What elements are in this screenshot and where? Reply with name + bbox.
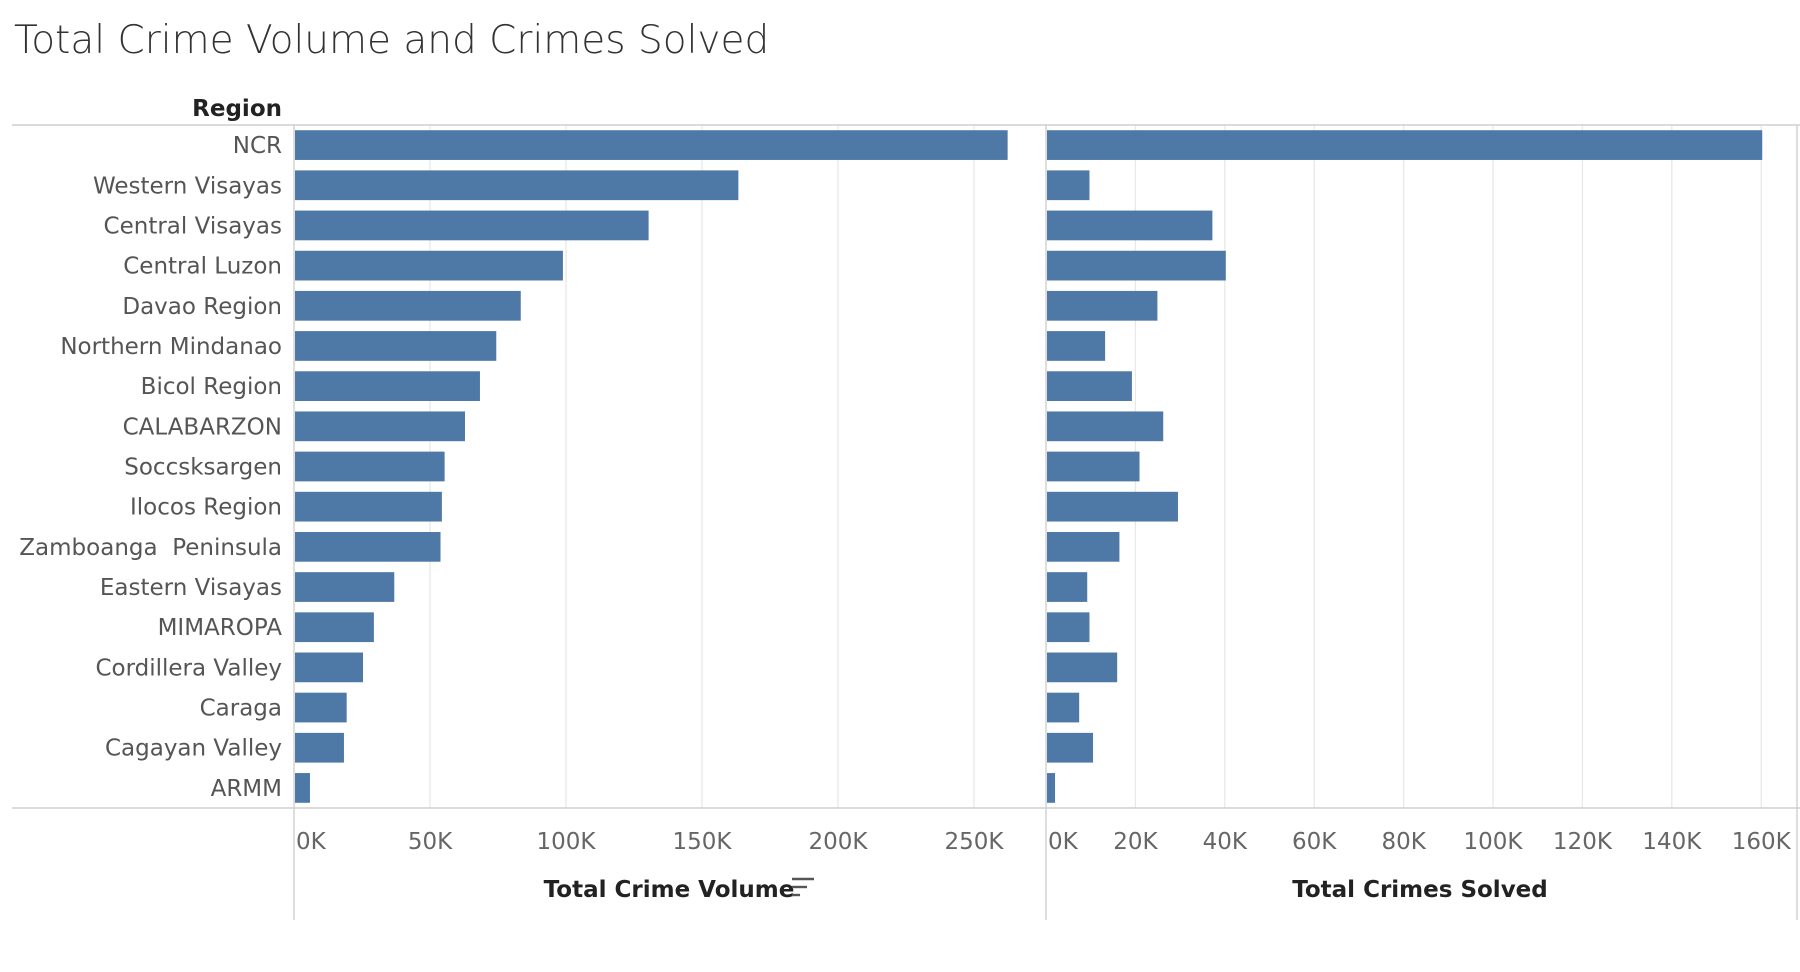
crime-volume-bar[interactable] [295, 773, 310, 803]
crimes-solved-bars [1047, 130, 1763, 803]
solved-tick-label: 40K [1203, 829, 1248, 855]
region-label: Eastern Visayas [100, 575, 282, 601]
crimes-solved-axis-title: Total Crimes Solved [1292, 877, 1548, 903]
region-label: Ilocos Region [130, 495, 282, 521]
crime-volume-axis-title: Total Crime Volume [544, 877, 795, 903]
region-labels: NCR Western Visayas Central Visayas Central… [19, 133, 282, 802]
solved-tick-label: 120K [1553, 829, 1613, 855]
region-label: Caraga [200, 696, 282, 722]
solved-tick-label: 160K [1732, 829, 1792, 855]
region-label: Cordillera Valley [95, 655, 282, 681]
crimes-solved-bar[interactable] [1047, 371, 1132, 402]
crimes-solved-bar[interactable] [1047, 250, 1226, 281]
volume-tick-label: 0K [296, 829, 327, 855]
crime-volume-bar[interactable] [295, 130, 1008, 160]
crimes-solved-bar[interactable] [1047, 210, 1213, 241]
crime-volume-bars [295, 130, 1008, 803]
crime-volume-bar[interactable] [295, 371, 480, 402]
crimes-solved-bar[interactable] [1047, 331, 1106, 361]
crime-volume-bar[interactable] [295, 692, 347, 723]
chart-title: Total Crime Volume and Crimes Solved [14, 18, 769, 63]
crime-volume-bar[interactable] [295, 290, 521, 321]
crime-volume-bar[interactable] [295, 411, 465, 442]
crimes-solved-bar[interactable] [1047, 773, 1056, 803]
crimes-solved-bar[interactable] [1047, 692, 1080, 723]
crimes-solved-bar[interactable] [1047, 732, 1094, 763]
chart-frame [12, 124, 1800, 920]
volume-tick-label: 50K [408, 829, 453, 855]
solved-tick-label: 100K [1464, 829, 1524, 855]
solved-tick-label: 60K [1292, 829, 1337, 855]
region-label: ARMM [211, 776, 282, 802]
crimes-solved-bar[interactable] [1047, 290, 1158, 321]
crime-volume-bar[interactable] [295, 331, 497, 361]
crimes-solved-bar[interactable] [1047, 531, 1120, 562]
crime-volume-bar[interactable] [295, 572, 395, 602]
volume-tick-label: 100K [537, 829, 597, 855]
region-label: CALABARZON [123, 414, 282, 440]
axis-tick-labels: 0K 50K 100K 150K 200K 250K 0K 20K 40K 60K 80K 100K 1… [296, 829, 1792, 855]
solved-tick-label: 80K [1381, 829, 1426, 855]
region-label: Davao Region [122, 294, 282, 320]
crimes-solved-bar[interactable] [1047, 572, 1088, 602]
region-label: Soccsksargen [124, 455, 282, 481]
crime-volume-bar[interactable] [295, 531, 441, 562]
solved-tick-label: 20K [1113, 829, 1158, 855]
crime-volume-bar[interactable] [295, 170, 739, 201]
crime-volume-bar[interactable] [295, 451, 445, 482]
volume-tick-label: 250K [945, 829, 1005, 855]
sort-descending-icon[interactable] [792, 877, 814, 897]
region-label: Western Visayas [93, 173, 282, 199]
crime-volume-bar[interactable] [295, 250, 563, 281]
solved-tick-label: 0K [1048, 829, 1079, 855]
crimes-solved-bar[interactable] [1047, 130, 1763, 160]
crimes-solved-bar[interactable] [1047, 170, 1090, 201]
crime-volume-bar[interactable] [295, 491, 442, 522]
solved-tick-label: 140K [1642, 829, 1702, 855]
region-label: Cagayan Valley [105, 736, 282, 762]
volume-tick-label: 200K [809, 829, 869, 855]
crimes-solved-bar[interactable] [1047, 612, 1090, 643]
region-label: Northern Mindanao [60, 334, 282, 360]
region-header: Region [192, 96, 282, 122]
region-label: Bicol Region [141, 374, 282, 400]
region-label: NCR [233, 133, 282, 159]
volume-tick-label: 150K [673, 829, 733, 855]
crimes-solved-bar[interactable] [1047, 451, 1140, 482]
region-label: Zamboanga Peninsula [19, 535, 282, 561]
region-label: MIMAROPA [158, 615, 283, 641]
crime-volume-bar[interactable] [295, 732, 344, 763]
crime-volume-bar[interactable] [295, 652, 363, 683]
crimes-solved-bar[interactable] [1047, 411, 1164, 442]
crime-volume-bar[interactable] [295, 210, 649, 241]
crimes-solved-bar[interactable] [1047, 491, 1178, 522]
crimes-solved-bar[interactable] [1047, 652, 1118, 683]
region-label: Central Luzon [123, 254, 282, 280]
region-label: Central Visayas [104, 213, 282, 239]
crime-volume-bar[interactable] [295, 612, 374, 643]
